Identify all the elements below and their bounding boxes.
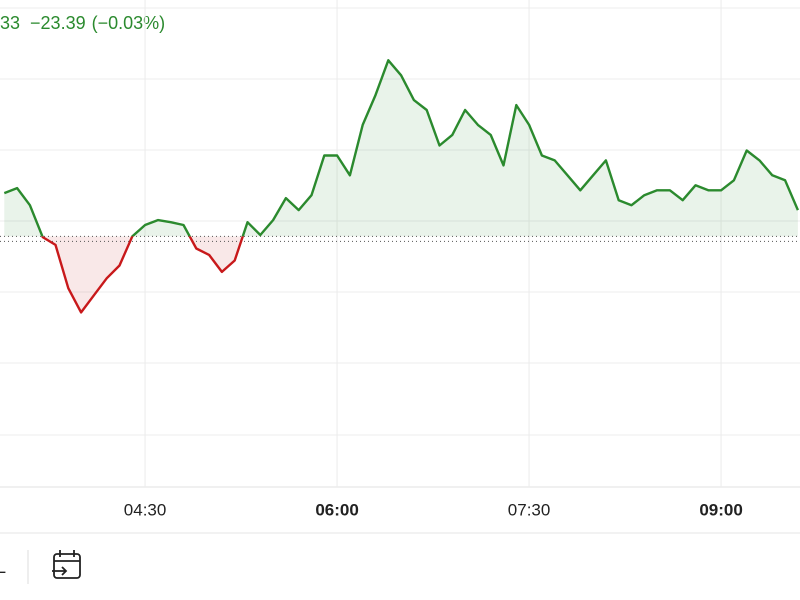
area-up: [4, 60, 798, 237]
x-tick-label: 04:30: [124, 500, 167, 519]
x-tick-label: 09:00: [699, 500, 742, 519]
toolbar-range[interactable]: L: [0, 557, 6, 577]
horizontal-grid: [0, 7, 800, 436]
change-percent: (−0.03%): [92, 13, 166, 33]
price-line-up: [3, 59, 800, 237]
header-quote: 33 −23.39 (−0.03%): [0, 13, 165, 33]
change: −23.39: [30, 13, 86, 33]
calendar-button[interactable]: [52, 550, 81, 579]
x-tick-label: 07:30: [508, 500, 551, 519]
x-tick-label: 06:00: [315, 500, 358, 519]
area-down: [4, 236, 798, 313]
calendar-icon: [52, 566, 68, 576]
calendar-icon: [53, 553, 81, 579]
price: 33: [0, 13, 20, 33]
